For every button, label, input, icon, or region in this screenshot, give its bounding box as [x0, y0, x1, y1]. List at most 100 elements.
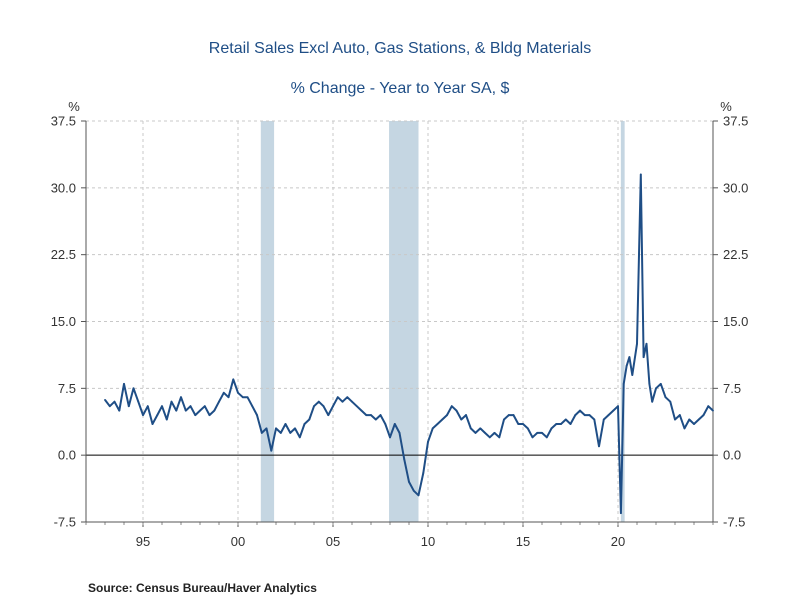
data-point	[298, 436, 301, 439]
y-unit-left: %	[68, 99, 80, 114]
data-point	[550, 427, 553, 430]
y-unit-right: %	[720, 99, 732, 114]
data-point	[218, 400, 220, 403]
data-point	[636, 342, 638, 345]
data-point	[602, 418, 605, 421]
data-point	[631, 374, 634, 376]
data-point	[574, 414, 577, 416]
data-point	[642, 356, 645, 359]
data-point	[346, 396, 349, 399]
data-point	[408, 481, 410, 483]
data-point	[498, 436, 501, 439]
data-point	[251, 405, 254, 408]
data-point	[270, 449, 273, 452]
data-point	[156, 414, 159, 416]
y-tick-label-right-6: 37.5	[723, 114, 748, 129]
y-tick-label-left-2: 7.5	[58, 381, 76, 396]
x-tick-label-3: 10	[421, 534, 435, 549]
y-tick-label-right-1: 0.0	[723, 448, 741, 463]
data-point	[541, 431, 543, 434]
data-point	[336, 396, 339, 399]
data-point	[655, 387, 657, 390]
data-point	[265, 427, 268, 430]
data-point	[417, 494, 420, 497]
data-point	[617, 405, 619, 408]
data-point	[474, 431, 477, 434]
data-point	[683, 427, 686, 430]
y-tick-label-left-5: 30.0	[51, 180, 76, 195]
axes: -7.5 -7.5 0.0 0.0 7.5 7.5 15.0 15.0 22.5 22.5 30.0…	[51, 114, 749, 550]
data-point	[460, 418, 463, 421]
data-point	[146, 405, 149, 408]
data-point	[493, 431, 496, 434]
data-point	[446, 414, 448, 416]
data-point	[648, 382, 651, 385]
data-point	[184, 409, 187, 412]
data-point	[436, 423, 439, 425]
data-point	[526, 427, 529, 430]
data-point	[488, 436, 491, 439]
data-point	[142, 414, 144, 416]
data-point	[256, 414, 258, 416]
data-point	[360, 409, 363, 412]
data-point	[484, 431, 486, 434]
data-point	[707, 405, 710, 408]
data-point	[104, 399, 106, 401]
data-point	[294, 427, 296, 430]
data-point	[113, 400, 116, 403]
data-point	[598, 445, 600, 448]
data-point	[651, 400, 654, 403]
data-point	[237, 391, 239, 394]
data-point	[465, 414, 467, 416]
data-point	[303, 423, 306, 425]
data-point	[536, 431, 539, 434]
chart-subtitle: % Change - Year to Year SA, $	[290, 80, 510, 97]
data-point	[579, 409, 581, 412]
data-point	[208, 414, 211, 416]
x-tick-label-1: 00	[231, 534, 245, 549]
data-point	[569, 423, 572, 425]
data-point	[213, 409, 216, 412]
y-tick-label-right-0: -7.5	[723, 515, 745, 530]
data-point	[175, 409, 178, 412]
data-point	[317, 400, 320, 403]
y-tick-label-left-1: 0.0	[58, 448, 76, 463]
gridlines	[86, 120, 713, 523]
data-point	[702, 414, 705, 416]
data-point	[712, 409, 714, 412]
data-point	[678, 414, 681, 416]
data-point	[619, 512, 622, 514]
x-tick-label-5: 20	[611, 534, 625, 549]
data-point	[260, 431, 263, 434]
data-point	[289, 431, 292, 434]
y-tick-label-right-2: 7.5	[723, 381, 741, 396]
source-note: Source: Census Bureau/Haver Analytics	[88, 581, 317, 595]
data-point	[374, 418, 377, 421]
data-point	[351, 400, 353, 403]
data-point	[674, 418, 676, 421]
data-point	[560, 423, 562, 425]
data-point	[232, 378, 235, 381]
data-point	[332, 405, 334, 408]
data-point	[227, 396, 230, 399]
data-point	[203, 405, 206, 408]
data-point	[607, 414, 610, 416]
data-point	[398, 431, 401, 434]
data-point	[697, 418, 700, 421]
data-point	[389, 436, 391, 439]
data-point	[194, 414, 197, 416]
data-point	[455, 409, 458, 412]
x-tick-label-0: 95	[136, 534, 150, 549]
data-point	[427, 440, 429, 443]
data-point	[384, 423, 387, 425]
data-point	[118, 409, 121, 412]
data-point	[531, 436, 534, 439]
data-point	[279, 431, 282, 434]
data-point	[469, 427, 472, 430]
chart-title: Retail Sales Excl Auto, Gas Stations, & …	[208, 40, 592, 57]
data-point	[503, 418, 505, 421]
y-tick-label-right-3: 15.0	[723, 314, 748, 329]
data-point	[313, 405, 315, 408]
data-point	[123, 382, 125, 385]
